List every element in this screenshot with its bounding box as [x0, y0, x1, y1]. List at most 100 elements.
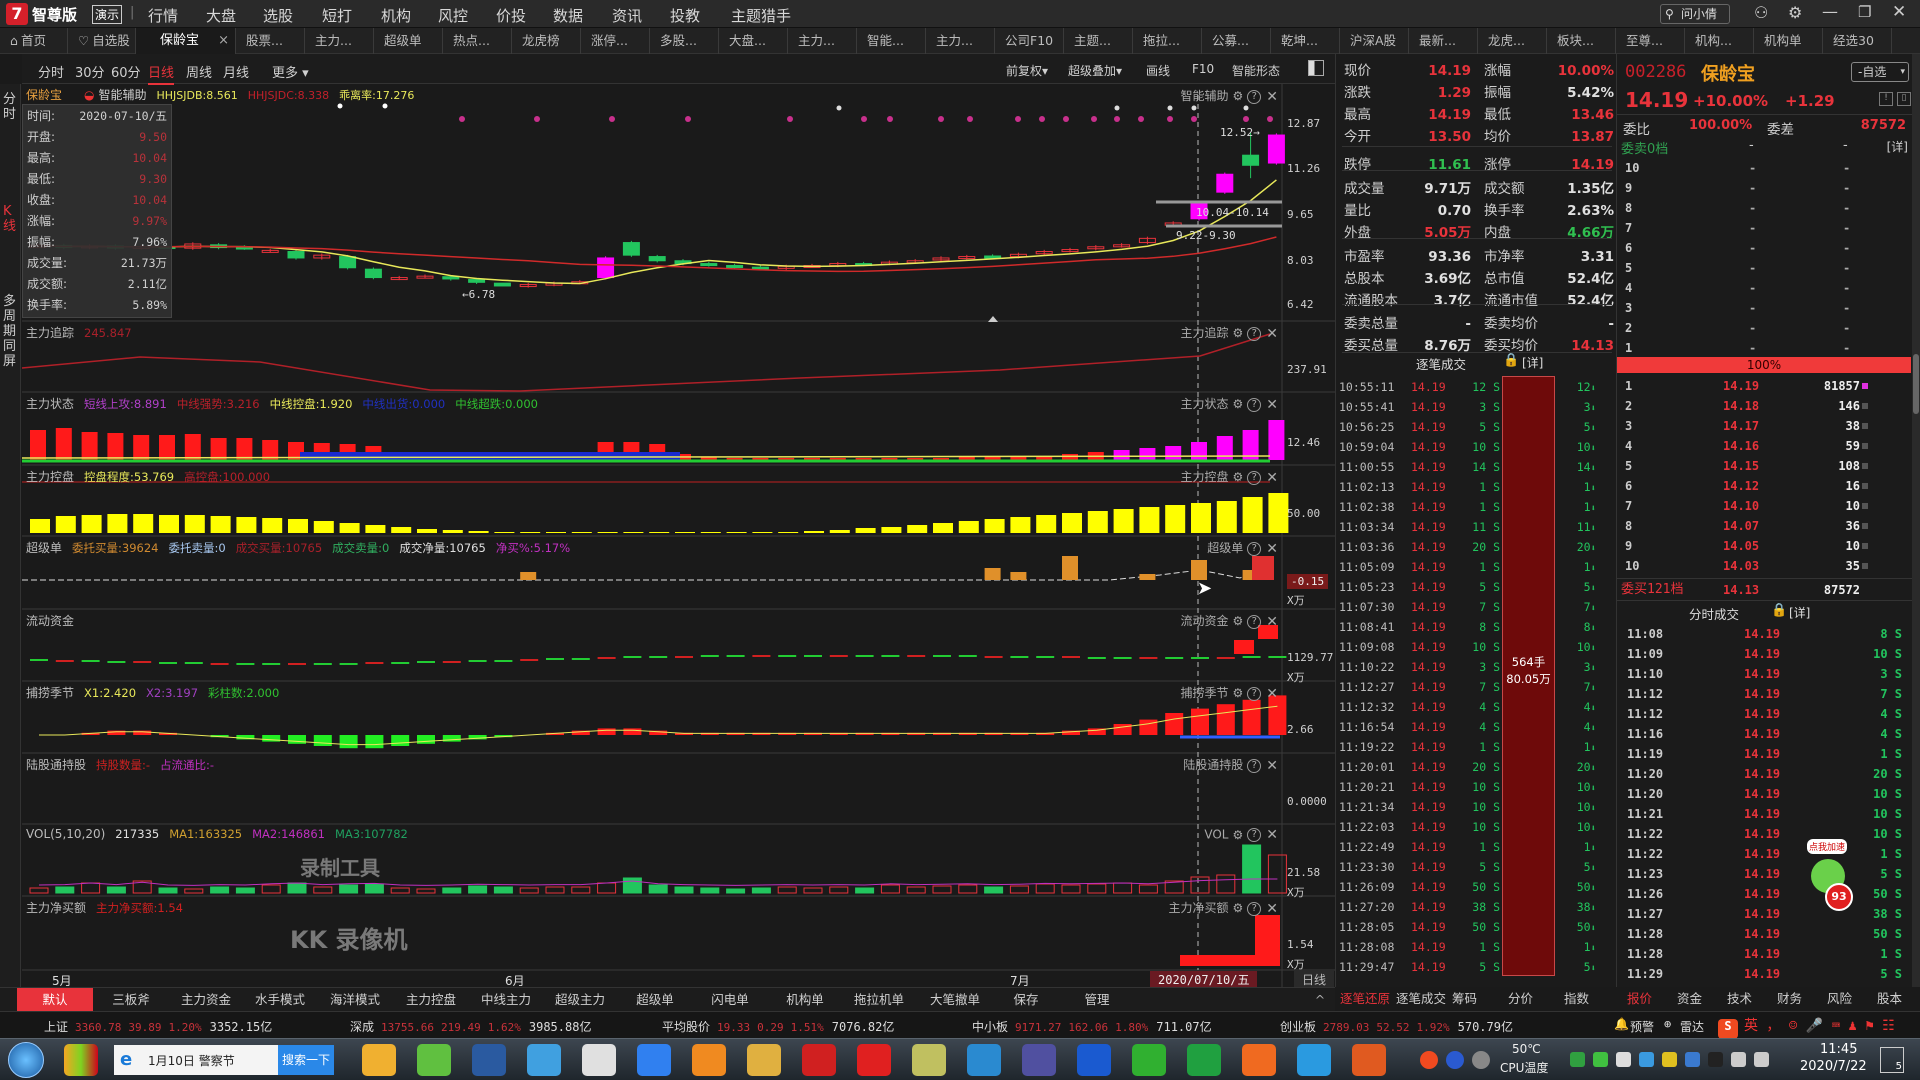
alert-icon[interactable]: ! — [1879, 92, 1893, 106]
quote-tab-5[interactable]: 股本 — [1877, 991, 1903, 1006]
chart-tool-0[interactable]: 前复权▾ — [1006, 64, 1049, 78]
template-tab-0[interactable]: 默认 — [17, 988, 93, 1011]
chart-tool-4[interactable]: 智能形态 — [1232, 64, 1281, 78]
minute-detail-link[interactable]: [详] — [1789, 606, 1811, 620]
template-tab-6[interactable]: 中线主力 — [480, 992, 531, 1007]
template-tab-5[interactable]: 主力控盘 — [405, 992, 456, 1007]
index-item-3[interactable]: 中小板 9171.27 162.06 1.80% 711.07亿 — [972, 1018, 1212, 1035]
folder-icon[interactable] — [912, 1044, 946, 1076]
panel-title[interactable]: 流动资金 — [26, 614, 75, 628]
gear-icon[interactable]: ⚙ — [1232, 901, 1244, 915]
ask-detail-link[interactable]: [详] — [1886, 140, 1908, 154]
tab-12[interactable]: 智能... — [857, 28, 926, 54]
ie-search-box[interactable]: e 1月10日 警察节 — [114, 1045, 278, 1075]
panel-title[interactable]: VOL(5,10,20) — [26, 827, 106, 841]
quote-tab-2[interactable]: 技术 — [1727, 991, 1753, 1006]
period-6[interactable]: 更多 ▾ — [272, 66, 309, 81]
add-watchlist-button[interactable]: -自选 ▾ — [1851, 62, 1909, 82]
quote-tab-3[interactable]: 财务 — [1777, 991, 1803, 1006]
clock-date[interactable]: 2020/7/22 — [1800, 1059, 1867, 1074]
tab-close-icon[interactable]: × — [218, 33, 229, 48]
tray-icon-3[interactable] — [1639, 1052, 1654, 1067]
tab-11[interactable]: 主力... — [788, 28, 857, 54]
template-tab-12[interactable]: 大笔撤单 — [929, 992, 980, 1007]
index-item-2[interactable]: 平均股价 19.33 0.29 1.51% 7076.82亿 — [662, 1018, 894, 1035]
raccoon-game-icon[interactable] — [747, 1044, 781, 1076]
scrollbar-thumb[interactable] — [1913, 354, 1919, 414]
store-bag-icon[interactable] — [582, 1044, 616, 1076]
tab-7[interactable]: 龙虎榜 — [512, 28, 581, 54]
period-3[interactable]: 日线 — [148, 62, 175, 85]
green-app-icon[interactable] — [1187, 1044, 1221, 1076]
close-icon[interactable]: ✕ — [1266, 469, 1278, 486]
tab-1[interactable]: ♡ 自选股 — [68, 28, 136, 54]
notification-button[interactable]: 5 — [1880, 1047, 1904, 1073]
browser-360-icon[interactable] — [362, 1044, 396, 1076]
tab-3[interactable]: 股票... — [236, 28, 305, 54]
period-1[interactable]: 30分 — [75, 66, 105, 81]
ie-green-icon[interactable] — [417, 1044, 451, 1076]
tray-icon-7[interactable] — [1731, 1052, 1746, 1067]
close-icon[interactable]: ✕ — [1266, 757, 1278, 774]
menu-item-1[interactable]: 大盘 — [206, 7, 237, 25]
tray-icon-0[interactable] — [1570, 1052, 1585, 1067]
help-icon[interactable]: ? — [1247, 326, 1262, 341]
gear-icon[interactable]: ⚙ — [1232, 614, 1244, 628]
trades-detail-link[interactable]: [详] — [1522, 356, 1544, 370]
indicator-name[interactable]: 智能辅助 — [98, 88, 147, 102]
close-icon[interactable]: ✕ — [1266, 685, 1278, 702]
tray-icon-8[interactable] — [1754, 1052, 1769, 1067]
close-icon[interactable]: ✕ — [1892, 2, 1907, 22]
close-icon[interactable]: ✕ — [1266, 827, 1278, 843]
display-tray-icon[interactable] — [1472, 1051, 1490, 1069]
tray-icon-5[interactable] — [1685, 1052, 1700, 1067]
tab-13[interactable]: 主力... — [926, 28, 995, 54]
sogou-tray-icon[interactable] — [1420, 1051, 1438, 1069]
template-tab-4[interactable]: 海洋模式 — [329, 992, 380, 1007]
help-icon[interactable]: ? — [1247, 614, 1262, 629]
radar-label[interactable]: 雷达 — [1680, 1020, 1705, 1034]
ime-toolbar[interactable]: S 英 ， ☺ 🎤 ⌨ ♟ ⚑ ☷ — [1718, 1015, 1918, 1039]
network-icon[interactable] — [967, 1044, 1001, 1076]
tab-14[interactable]: 公司F10 — [995, 28, 1064, 54]
panel-title[interactable]: 主力控盘 — [26, 470, 75, 484]
panel-title[interactable]: 捕捞季节 — [26, 686, 75, 700]
tab-22[interactable]: 板块... — [1547, 28, 1616, 54]
view-multi-period[interactable]: 多周期同屏 — [3, 294, 17, 369]
tab-10[interactable]: 大盘... — [719, 28, 788, 54]
tab-9[interactable]: 多股... — [650, 28, 719, 54]
tab-25[interactable]: 机构单 — [1754, 28, 1823, 54]
index-item-1[interactable]: 深成 13755.66 219.49 1.62% 3985.88亿 — [350, 1018, 591, 1035]
avatar-app-icon[interactable] — [1352, 1044, 1386, 1076]
tab-20[interactable]: 最新... — [1409, 28, 1478, 54]
tab-21[interactable]: 龙虎... — [1478, 28, 1547, 54]
w-app-icon[interactable] — [1297, 1044, 1331, 1076]
speed-up-promo[interactable]: 点我加速 93 — [1803, 839, 1863, 929]
quote-tab-0[interactable]: 报价 — [1627, 991, 1653, 1006]
scrollbar[interactable] — [1912, 54, 1920, 987]
trading-app-active-icon[interactable] — [857, 1044, 891, 1076]
help-icon[interactable]: ? — [1247, 397, 1262, 412]
user-icon[interactable]: ⚇ — [1754, 3, 1769, 22]
tab-26[interactable]: 经选30 — [1823, 28, 1892, 54]
view-intraday[interactable]: 分时 — [3, 92, 17, 122]
wechat-icon[interactable] — [1132, 1044, 1166, 1076]
gear-icon[interactable]: ⚙ — [1232, 326, 1244, 340]
notebook-icon[interactable] — [527, 1044, 561, 1076]
chart-tool-3[interactable]: F10 — [1192, 62, 1215, 76]
help-icon[interactable]: ? — [1247, 686, 1262, 701]
tab-2[interactable]: 保龄宝 × — [136, 28, 236, 54]
menu-item-9[interactable]: 投教 — [670, 7, 701, 25]
period-4[interactable]: 周线 — [186, 66, 213, 81]
tray-icon-2[interactable] — [1616, 1052, 1631, 1067]
chart-tool-2[interactable]: 画线 — [1146, 64, 1171, 78]
alert-label[interactable]: 预警 — [1630, 1020, 1655, 1034]
help-icon[interactable]: ? — [1247, 901, 1262, 916]
template-tab-2[interactable]: 主力资金 — [180, 992, 231, 1007]
period-5[interactable]: 月线 — [223, 66, 250, 81]
menu-item-6[interactable]: 价投 — [496, 7, 527, 25]
period-2[interactable]: 60分 — [111, 66, 141, 81]
tab-19[interactable]: 沪深A股 — [1340, 28, 1409, 54]
panel-title[interactable]: 主力状态 — [26, 397, 75, 411]
gear-icon[interactable]: ⚙ — [1232, 470, 1244, 484]
